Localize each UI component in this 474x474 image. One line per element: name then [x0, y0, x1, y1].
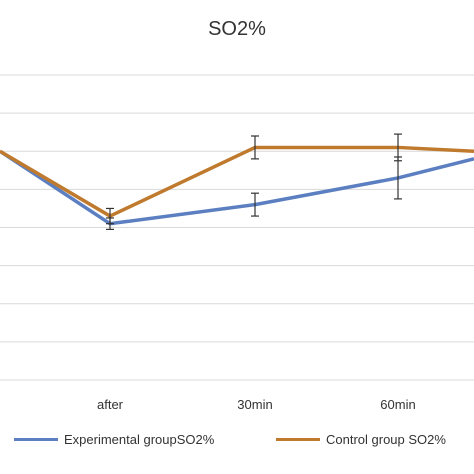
legend-label-control: Control group SO2% — [326, 432, 446, 447]
legend-item-experimental: Experimental groupSO2% — [14, 432, 214, 447]
x-tick-labels: after 30min 60min — [97, 397, 416, 412]
x-tick-label: 30min — [237, 397, 272, 412]
x-tick-label: after — [97, 397, 124, 412]
series-lines — [0, 145, 474, 226]
x-tick-label: 60min — [380, 397, 415, 412]
legend-label-experimental: Experimental groupSO2% — [64, 432, 215, 447]
chart-title: SO2% — [208, 18, 266, 40]
error-bars — [106, 133, 402, 231]
legend-swatch-control — [276, 438, 320, 441]
legend-swatch-experimental — [14, 438, 58, 441]
legend-item-control: Control group SO2% — [276, 432, 446, 447]
gridlines — [0, 74, 474, 381]
legend: Experimental groupSO2% Control group SO2… — [0, 432, 474, 452]
series-line-0 — [0, 149, 474, 226]
